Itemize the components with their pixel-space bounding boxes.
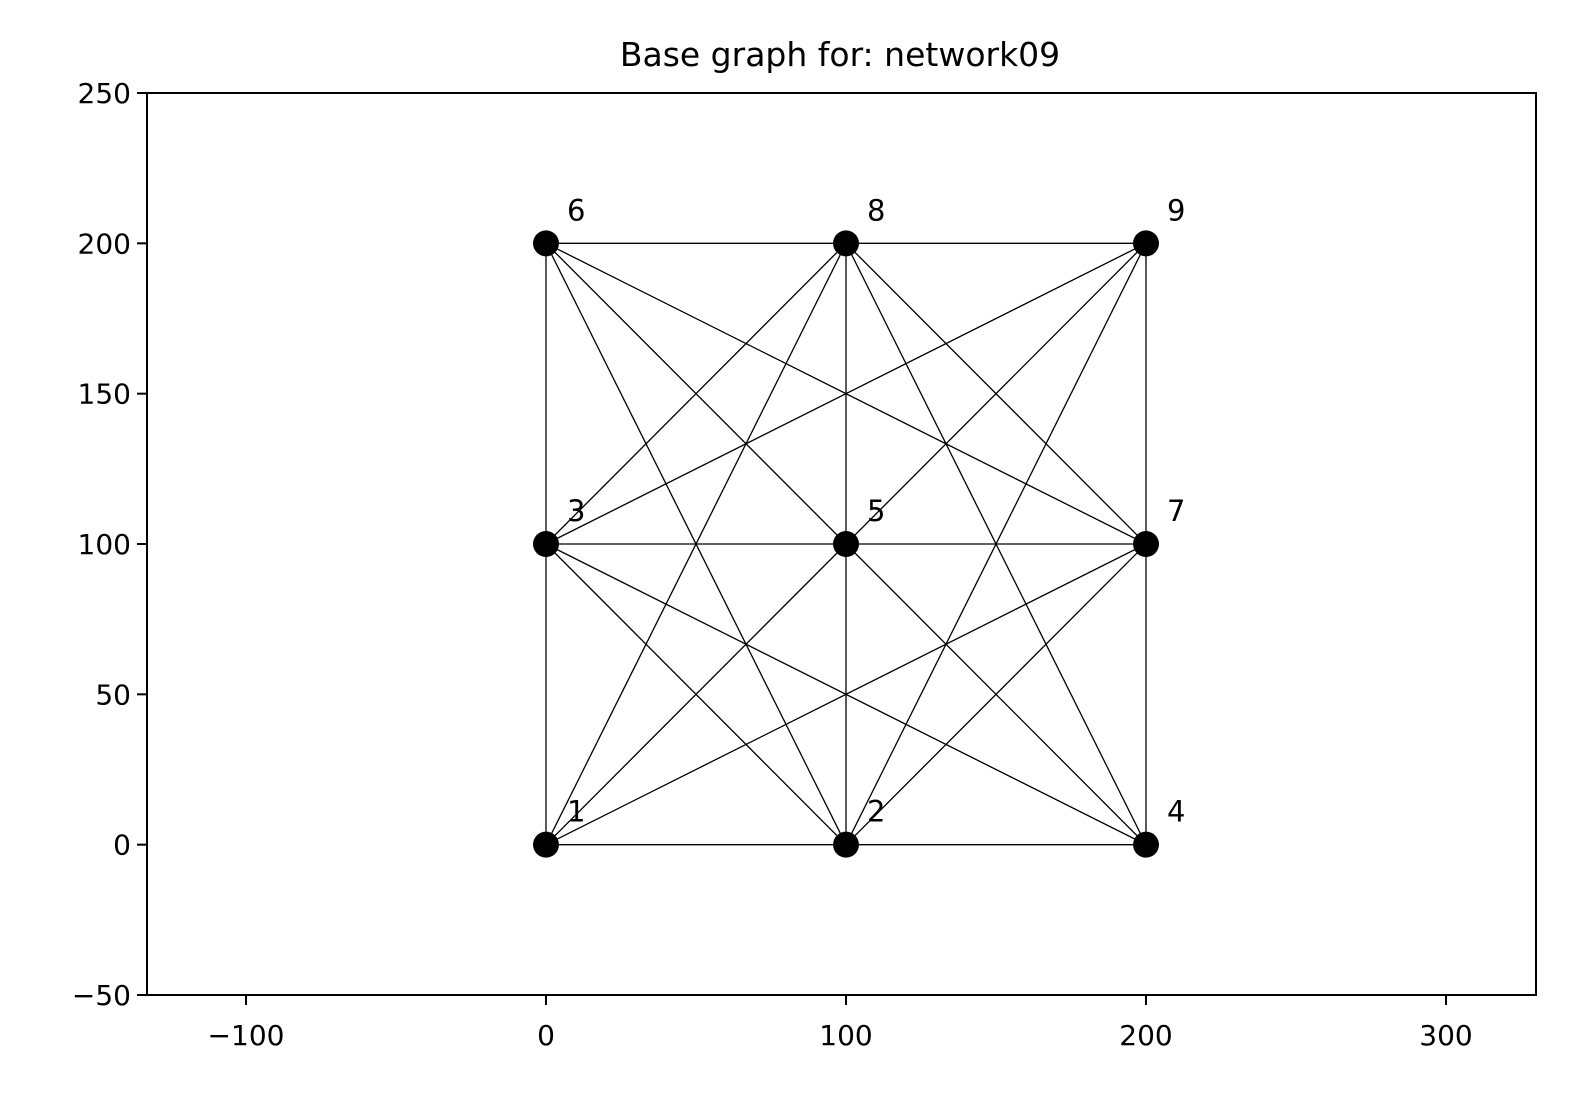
node-label-1: 1 xyxy=(567,795,585,829)
node-1 xyxy=(533,831,559,858)
y-tick-label: 0 xyxy=(113,829,131,862)
y-axis: −50 0 50 100 150 200 250 xyxy=(72,77,147,1012)
node-label-9: 9 xyxy=(1167,193,1185,227)
edge-2-7 xyxy=(845,543,1147,846)
y-tick-label: 150 xyxy=(78,378,131,411)
edge-6-2 xyxy=(545,243,847,845)
node-labels-layer: 1 2 4 3 5 7 6 8 9 xyxy=(567,193,1185,828)
y-tick-label: 50 xyxy=(95,678,131,711)
node-label-2: 2 xyxy=(867,795,885,829)
node-label-7: 7 xyxy=(1167,494,1185,528)
x-axis: −100 0 100 200 300 xyxy=(208,995,1473,1052)
edge-8-4 xyxy=(845,243,1147,845)
node-5 xyxy=(833,531,859,557)
node-3 xyxy=(533,531,559,557)
node-2 xyxy=(833,831,859,858)
edge-3-2 xyxy=(545,543,847,846)
edge-3-4 xyxy=(545,543,1147,846)
node-6 xyxy=(533,230,559,257)
node-label-6: 6 xyxy=(567,193,585,227)
x-tick-label: 100 xyxy=(819,1019,872,1052)
node-label-5: 5 xyxy=(867,494,885,528)
edge-3-9 xyxy=(545,242,1147,545)
node-8 xyxy=(833,230,859,257)
edges-layer xyxy=(545,242,1147,846)
y-tick-label: 100 xyxy=(78,528,131,561)
y-tick-label: −50 xyxy=(72,979,131,1012)
node-9 xyxy=(1133,230,1159,257)
node-label-4: 4 xyxy=(1167,795,1185,829)
chart-title: Base graph for: network09 xyxy=(620,35,1060,74)
x-tick-label: 0 xyxy=(537,1019,555,1052)
y-tick-label: 200 xyxy=(78,227,131,260)
edge-8-7 xyxy=(845,242,1147,545)
y-tick-label: 250 xyxy=(78,77,131,110)
x-tick-label: −100 xyxy=(208,1019,285,1052)
node-7 xyxy=(1133,531,1159,557)
node-4 xyxy=(1133,831,1159,858)
x-tick-label: 200 xyxy=(1119,1019,1172,1052)
edge-3-8 xyxy=(545,242,847,545)
x-tick-label: 300 xyxy=(1419,1019,1472,1052)
nodes-layer xyxy=(533,230,1159,858)
node-label-8: 8 xyxy=(867,193,885,227)
node-label-3: 3 xyxy=(567,494,585,528)
